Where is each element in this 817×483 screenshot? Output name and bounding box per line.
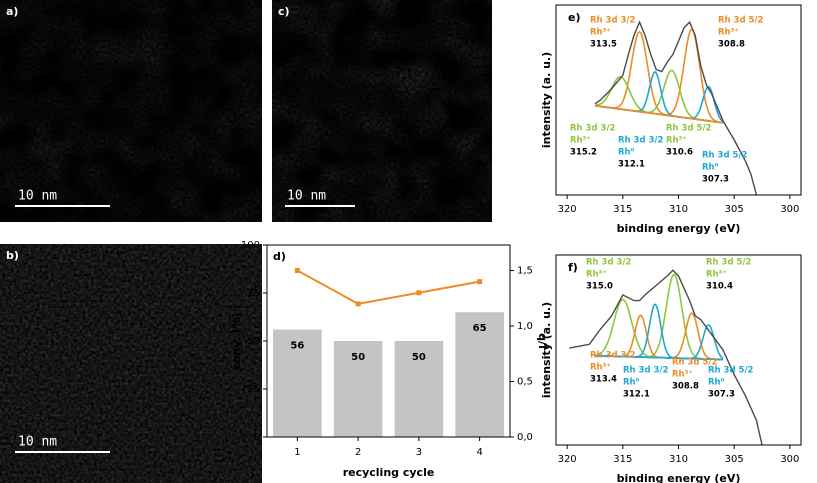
line-point bbox=[294, 268, 300, 274]
peak-annotation: 312.1 bbox=[623, 390, 650, 400]
peak-annotation: Rh³⁺ bbox=[570, 136, 591, 146]
peak-annotation: Rh³⁺ bbox=[586, 270, 607, 280]
x-tick-label: 305 bbox=[725, 454, 744, 465]
bar-value-label: 56 bbox=[290, 340, 304, 351]
bar-value-label: 50 bbox=[351, 352, 365, 363]
baseline bbox=[594, 104, 724, 124]
panel-label: b) bbox=[6, 249, 19, 262]
panel-label: d) bbox=[273, 250, 286, 263]
x-tick-label: 320 bbox=[558, 204, 577, 215]
peak-annotation: Rh⁰ bbox=[702, 163, 719, 173]
peak-annotation: 310.4 bbox=[706, 282, 733, 292]
line-point bbox=[355, 301, 361, 307]
bar-value-label: 50 bbox=[412, 352, 426, 363]
peak-annotation: Rh 3d 3/2 bbox=[590, 351, 636, 361]
y-tick-label: 25 bbox=[247, 384, 260, 395]
peak-annotation: 310.6 bbox=[666, 148, 693, 158]
bar bbox=[394, 341, 444, 437]
x-tick-label: 4 bbox=[476, 447, 482, 458]
x-tick-label: 300 bbox=[780, 204, 799, 215]
spectrum bbox=[594, 20, 758, 196]
peak-annotation: 307.3 bbox=[702, 175, 729, 185]
x-tick-label: 310 bbox=[669, 204, 688, 215]
bar bbox=[455, 312, 504, 437]
peak-annotation: 315.2 bbox=[570, 148, 597, 158]
x-tick-label: 3 bbox=[416, 447, 422, 458]
panel-label: a) bbox=[6, 5, 18, 18]
peak-annotation: Rh³⁺ bbox=[590, 363, 611, 373]
peak-annotation: Rh⁰ bbox=[623, 378, 640, 388]
x-tick-label: 310 bbox=[669, 454, 688, 465]
peak-annotation: 307.3 bbox=[708, 390, 735, 400]
peak-annotation: 308.8 bbox=[718, 40, 745, 50]
x-tick-label: 315 bbox=[613, 204, 632, 215]
x-tick-label: 300 bbox=[780, 454, 799, 465]
peak-annotation: Rh⁰ bbox=[618, 148, 635, 158]
y-tick-label: 0 bbox=[254, 432, 260, 443]
panel-label: c) bbox=[278, 5, 290, 18]
x-axis-label: binding energy (eV) bbox=[617, 472, 741, 483]
y2-axis-label: q/l bbox=[536, 333, 549, 349]
peak-annotation: Rh 3d 5/2 bbox=[702, 151, 748, 161]
peak-annotation: Rh³⁺ bbox=[706, 270, 727, 280]
peak-annotation: Rh⁰ bbox=[708, 378, 725, 388]
x-tick-label: 2 bbox=[355, 447, 361, 458]
peak-annotation: Rh 3d 5/2 bbox=[672, 358, 718, 368]
peak-annotation: 312.1 bbox=[618, 160, 645, 170]
tem-image-b: b) 10 nm bbox=[0, 244, 262, 483]
panel-label: e) bbox=[568, 11, 581, 24]
y2-tick-label: 0,0 bbox=[517, 432, 533, 443]
peak-annotation: Rh³⁺ bbox=[590, 28, 611, 38]
y2-tick-label: 1,0 bbox=[517, 321, 533, 332]
peak-annotation: Rh 3d 3/2 bbox=[618, 136, 664, 146]
peak-annotation: Rh 3d 3/2 bbox=[623, 366, 669, 376]
spectrum bbox=[569, 269, 763, 446]
x-tick-label: 1 bbox=[294, 447, 300, 458]
x-axis-label: recycling cycle bbox=[343, 466, 435, 479]
y-axis-label: intensity (a. u.) bbox=[540, 302, 553, 398]
tem-image-a: a) 10 nm bbox=[0, 0, 262, 222]
x-tick-label: 305 bbox=[725, 204, 744, 215]
y-tick-label: 75 bbox=[247, 288, 260, 299]
peak-annotation: Rh³⁺ bbox=[718, 28, 739, 38]
line-point bbox=[477, 279, 483, 285]
peak-annotation: 308.8 bbox=[672, 382, 699, 392]
peak-annotation: 313.4 bbox=[590, 375, 617, 385]
peak-annotation: 315.0 bbox=[586, 282, 613, 292]
x-tick-label: 315 bbox=[613, 454, 632, 465]
bar bbox=[273, 329, 322, 437]
x-axis-label: binding energy (eV) bbox=[617, 222, 741, 235]
peak-annotation: Rh 3d 3/2 bbox=[590, 16, 636, 26]
peak-annotation: Rh 3d 5/2 bbox=[718, 16, 764, 26]
peak-annotation: Rh³⁺ bbox=[672, 370, 693, 380]
bar-value-label: 65 bbox=[473, 323, 487, 334]
peak-annotation: Rh 3d 3/2 bbox=[570, 124, 616, 134]
tem-image-c: c) 10 nm bbox=[272, 0, 492, 222]
peak-annotation: 313.5 bbox=[590, 40, 617, 50]
scale-bar-label: 10 nm bbox=[287, 189, 326, 204]
scale-bar-label: 10 nm bbox=[18, 189, 57, 204]
y-tick-label: 100 bbox=[241, 240, 260, 251]
x-tick-label: 320 bbox=[558, 454, 577, 465]
y-axis-label: intensity (a. u.) bbox=[540, 52, 553, 148]
baseline bbox=[594, 354, 724, 361]
peak-annotation: Rh 3d 5/2 bbox=[708, 366, 754, 376]
y-tick-label: 50 bbox=[247, 336, 260, 347]
bar bbox=[333, 341, 383, 437]
peak-annotation: Rh 3d 3/2 bbox=[586, 258, 632, 268]
y2-tick-label: 0,5 bbox=[517, 377, 533, 388]
peak-annotation: Rh 3d 5/2 bbox=[706, 258, 752, 268]
y-axis-label: conv. (%) bbox=[230, 312, 243, 369]
line-point bbox=[416, 290, 422, 296]
peak-annotation: Rh³⁺ bbox=[666, 136, 687, 146]
y2-tick-label: 1,5 bbox=[517, 266, 533, 277]
scale-bar-label: 10 nm bbox=[18, 435, 57, 450]
panel-label: f) bbox=[568, 261, 578, 274]
line bbox=[296, 269, 480, 305]
peak-annotation: Rh 3d 5/2 bbox=[666, 124, 712, 134]
